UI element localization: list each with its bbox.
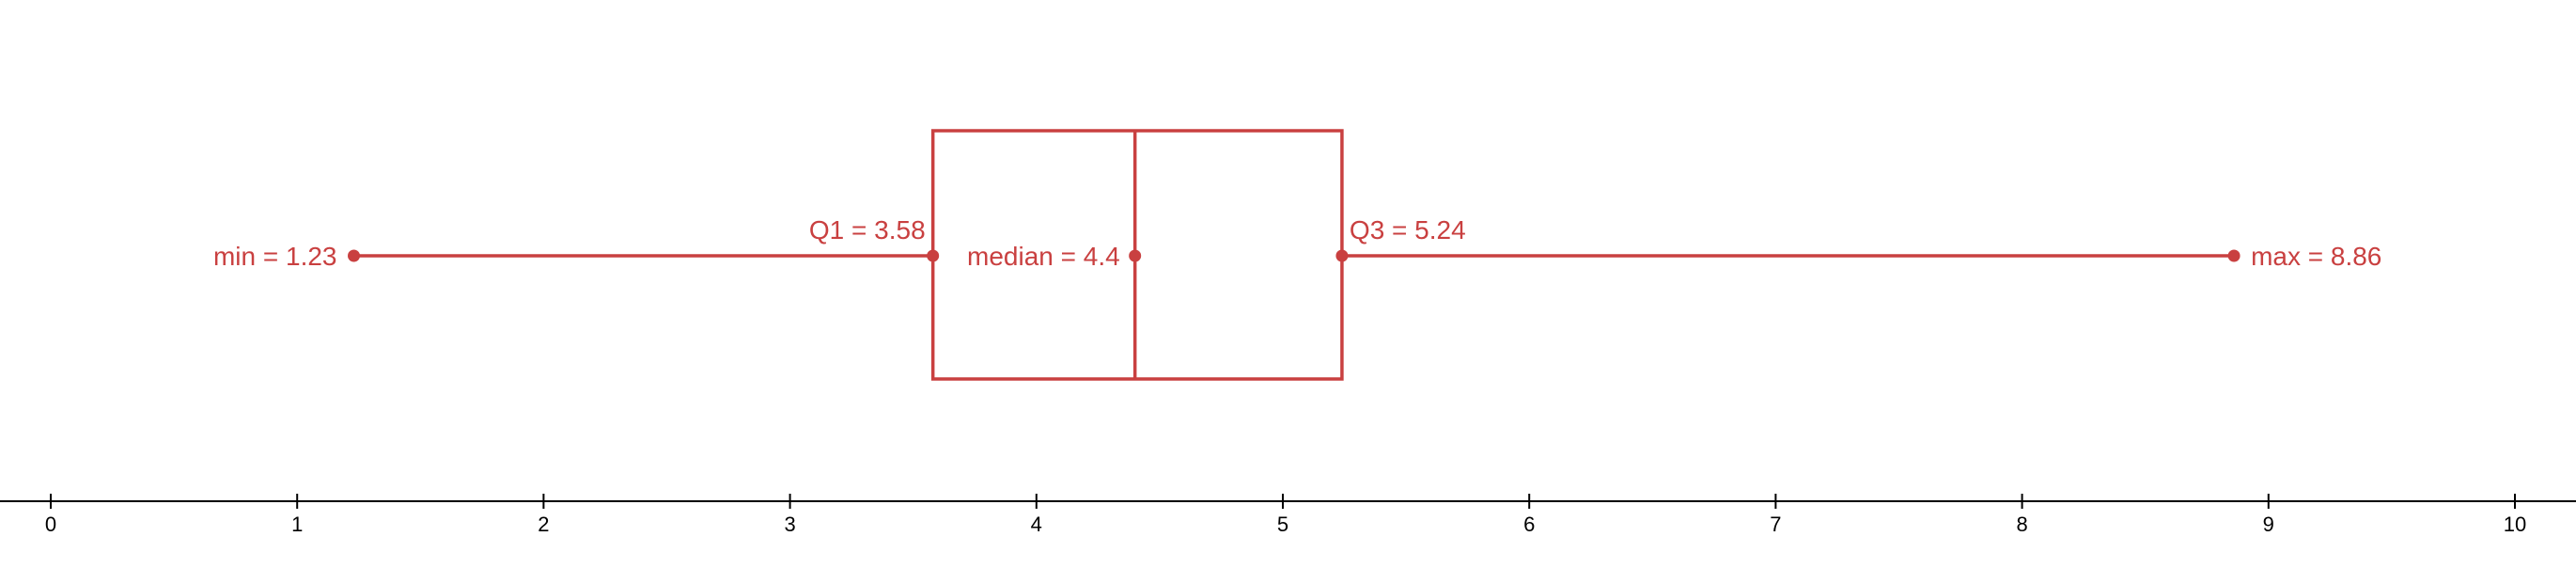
x-tick-label: 8 <box>2016 513 2027 536</box>
x-tick-label: 7 <box>1770 513 1781 536</box>
min-label: min = 1.23 <box>213 242 337 271</box>
max-label: max = 8.86 <box>2251 242 2381 271</box>
x-axis: 0 1 2 3 4 5 6 7 8 9 10 <box>0 494 2576 536</box>
x-tick-label: 5 <box>1277 513 1288 536</box>
x-tick-label: 9 <box>2263 513 2274 536</box>
x-tick-label: 0 <box>45 513 56 536</box>
x-tick-label: 3 <box>784 513 795 536</box>
x-tick-label: 1 <box>291 513 303 536</box>
q1-label: Q1 = 3.58 <box>809 215 926 245</box>
x-tick-label: 2 <box>538 513 549 536</box>
q3-label: Q3 = 5.24 <box>1350 215 1466 245</box>
q3-point <box>1335 249 1349 262</box>
q1-point <box>927 249 940 262</box>
x-tick-label: 10 <box>2504 513 2526 536</box>
min-point <box>348 249 361 262</box>
max-point <box>2227 249 2240 262</box>
x-tick-label: 4 <box>1031 513 1042 536</box>
median-label: median = 4.4 <box>967 242 1120 271</box>
plot-layer: min = 1.23 Q1 = 3.58 median = 4.4 Q3 = 5… <box>213 129 2381 381</box>
median-point <box>1129 249 1142 262</box>
x-tick-label: 6 <box>1523 513 1535 536</box>
